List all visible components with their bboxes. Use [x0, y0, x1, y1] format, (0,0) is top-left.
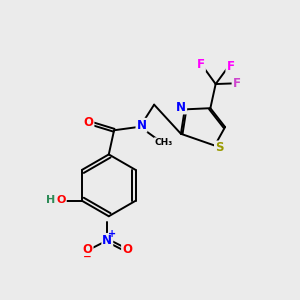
- Text: H: H: [46, 195, 55, 205]
- Text: −: −: [83, 252, 92, 262]
- Text: F: F: [226, 60, 234, 73]
- Text: N: N: [176, 100, 186, 113]
- Text: N: N: [136, 119, 146, 132]
- Text: F: F: [197, 58, 205, 71]
- Text: CH₃: CH₃: [154, 138, 173, 147]
- Text: O: O: [57, 195, 66, 205]
- Text: S: S: [215, 141, 224, 154]
- Text: O: O: [83, 116, 94, 129]
- Text: +: +: [108, 229, 116, 239]
- Text: O: O: [122, 243, 132, 256]
- Text: N: N: [102, 234, 112, 247]
- Text: O: O: [82, 243, 93, 256]
- Text: F: F: [232, 77, 241, 90]
